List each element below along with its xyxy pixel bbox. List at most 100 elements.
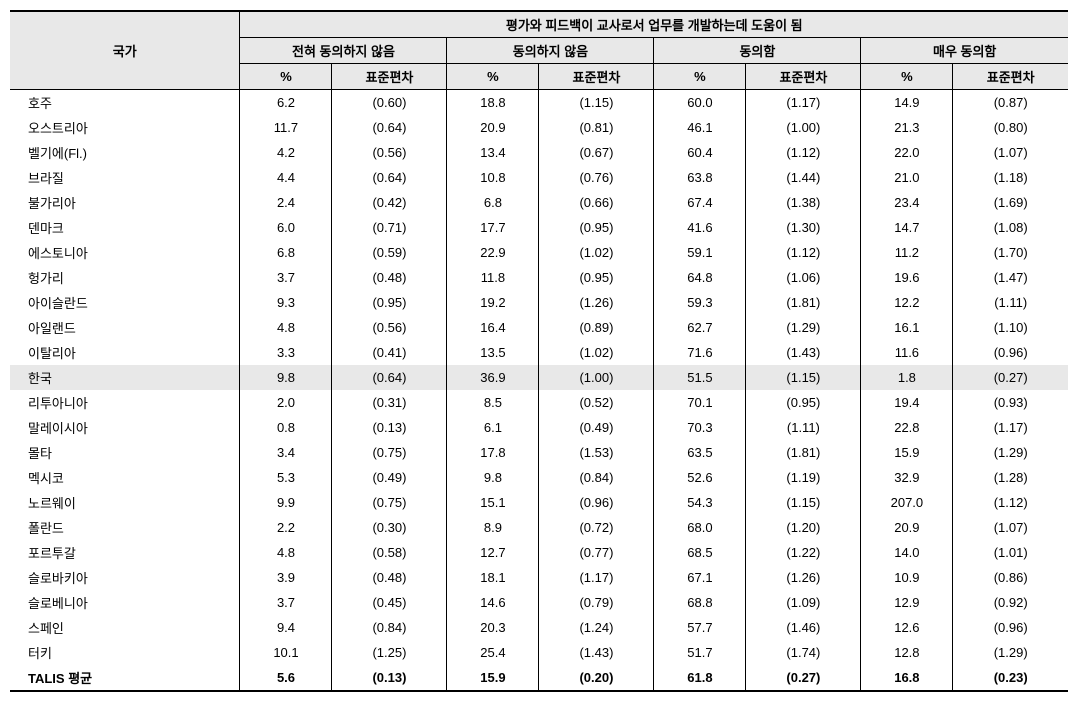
cell-se: (1.17) xyxy=(746,90,861,116)
cell-pct: 64.8 xyxy=(654,265,746,290)
cell-se: (0.20) xyxy=(539,665,654,691)
cell-se: (0.81) xyxy=(539,115,654,140)
cell-country: 노르웨이 xyxy=(10,490,240,515)
cell-se: (1.69) xyxy=(953,190,1068,215)
col-sub-se: 표준편차 xyxy=(746,64,861,90)
cell-pct: 60.0 xyxy=(654,90,746,116)
cell-se: (0.86) xyxy=(953,565,1068,590)
cell-pct: 68.0 xyxy=(654,515,746,540)
cell-country: 멕시코 xyxy=(10,465,240,490)
cell-se: (1.10) xyxy=(953,315,1068,340)
cell-pct: 19.4 xyxy=(861,390,953,415)
cell-pct: 11.6 xyxy=(861,340,953,365)
cell-se: (1.53) xyxy=(539,440,654,465)
cell-se: (1.29) xyxy=(746,315,861,340)
cell-pct: 59.3 xyxy=(654,290,746,315)
cell-pct: 12.9 xyxy=(861,590,953,615)
cell-se: (1.12) xyxy=(953,490,1068,515)
table-row: 호주6.2(0.60)18.8(1.15)60.0(1.17)14.9(0.87… xyxy=(10,90,1068,116)
cell-se: (0.75) xyxy=(332,440,447,465)
cell-se: (0.80) xyxy=(953,115,1068,140)
cell-pct: 54.3 xyxy=(654,490,746,515)
table-row: 오스트리아11.7(0.64)20.9(0.81)46.1(1.00)21.3(… xyxy=(10,115,1068,140)
cell-se: (0.27) xyxy=(746,665,861,691)
cell-se: (1.26) xyxy=(539,290,654,315)
table-row: 몰타3.4(0.75)17.8(1.53)63.5(1.81)15.9(1.29… xyxy=(10,440,1068,465)
cell-se: (0.49) xyxy=(332,465,447,490)
cell-pct: 15.9 xyxy=(447,665,539,691)
cell-se: (1.29) xyxy=(953,440,1068,465)
cell-se: (1.02) xyxy=(539,240,654,265)
cell-pct: 2.2 xyxy=(240,515,332,540)
cell-se: (0.84) xyxy=(332,615,447,640)
table-row: 덴마크6.0(0.71)17.7(0.95)41.6(1.30)14.7(1.0… xyxy=(10,215,1068,240)
cell-pct: 51.7 xyxy=(654,640,746,665)
cell-country: 한국 xyxy=(10,365,240,390)
cell-se: (1.17) xyxy=(953,415,1068,440)
cell-se: (0.93) xyxy=(953,390,1068,415)
cell-pct: 14.9 xyxy=(861,90,953,116)
cell-pct: 6.2 xyxy=(240,90,332,116)
cell-country: 이탈리아 xyxy=(10,340,240,365)
table-row: 리투아니아2.0(0.31)8.5(0.52)70.1(0.95)19.4(0.… xyxy=(10,390,1068,415)
cell-pct: 9.9 xyxy=(240,490,332,515)
cell-se: (0.58) xyxy=(332,540,447,565)
cell-se: (0.64) xyxy=(332,365,447,390)
cell-country: 슬로바키아 xyxy=(10,565,240,590)
cell-se: (0.72) xyxy=(539,515,654,540)
cell-pct: 57.7 xyxy=(654,615,746,640)
cell-country: 덴마크 xyxy=(10,215,240,240)
cell-country: 몰타 xyxy=(10,440,240,465)
col-sub-pct: % xyxy=(240,64,332,90)
cell-se: (1.81) xyxy=(746,290,861,315)
cell-se: (0.56) xyxy=(332,140,447,165)
cell-pct: 2.4 xyxy=(240,190,332,215)
col-sub-pct: % xyxy=(447,64,539,90)
cell-se: (0.23) xyxy=(953,665,1068,691)
cell-se: (1.30) xyxy=(746,215,861,240)
cell-pct: 21.3 xyxy=(861,115,953,140)
cell-pct: 15.9 xyxy=(861,440,953,465)
cell-se: (1.46) xyxy=(746,615,861,640)
cell-se: (1.07) xyxy=(953,515,1068,540)
cell-pct: 4.2 xyxy=(240,140,332,165)
cell-se: (0.95) xyxy=(332,290,447,315)
cell-se: (1.06) xyxy=(746,265,861,290)
table-head: 국가 평가와 피드백이 교사로서 업무를 개발하는데 도움이 됨 전혀 동의하지… xyxy=(10,11,1068,90)
cell-pct: 20.3 xyxy=(447,615,539,640)
col-sub-pct: % xyxy=(654,64,746,90)
col-sub-se: 표준편차 xyxy=(953,64,1068,90)
table-row: 터키10.1(1.25)25.4(1.43)51.7(1.74)12.8(1.2… xyxy=(10,640,1068,665)
cell-pct: 8.9 xyxy=(447,515,539,540)
cell-pct: 12.8 xyxy=(861,640,953,665)
cell-se: (0.49) xyxy=(539,415,654,440)
cell-pct: 63.5 xyxy=(654,440,746,465)
cell-country: 슬로베니아 xyxy=(10,590,240,615)
cell-se: (0.89) xyxy=(539,315,654,340)
table-row: 헝가리3.7(0.48)11.8(0.95)64.8(1.06)19.6(1.4… xyxy=(10,265,1068,290)
cell-pct: 6.1 xyxy=(447,415,539,440)
cell-se: (0.59) xyxy=(332,240,447,265)
cell-country: 리투아니아 xyxy=(10,390,240,415)
col-country-header: 국가 xyxy=(10,11,240,90)
cell-se: (1.00) xyxy=(539,365,654,390)
cell-pct: 16.8 xyxy=(861,665,953,691)
cell-se: (1.28) xyxy=(953,465,1068,490)
cell-pct: 5.6 xyxy=(240,665,332,691)
cell-pct: 10.9 xyxy=(861,565,953,590)
cell-se: (1.15) xyxy=(539,90,654,116)
cell-pct: 67.4 xyxy=(654,190,746,215)
cell-pct: 21.0 xyxy=(861,165,953,190)
cell-pct: 17.8 xyxy=(447,440,539,465)
cell-pct: 3.3 xyxy=(240,340,332,365)
cell-pct: 6.8 xyxy=(240,240,332,265)
table-row: 슬로베니아3.7(0.45)14.6(0.79)68.8(1.09)12.9(0… xyxy=(10,590,1068,615)
cell-pct: 16.4 xyxy=(447,315,539,340)
cell-pct: 70.3 xyxy=(654,415,746,440)
cell-se: (1.44) xyxy=(746,165,861,190)
cell-se: (0.71) xyxy=(332,215,447,240)
cell-country: 브라질 xyxy=(10,165,240,190)
cell-se: (1.26) xyxy=(746,565,861,590)
cell-pct: 51.5 xyxy=(654,365,746,390)
cell-pct: 13.5 xyxy=(447,340,539,365)
